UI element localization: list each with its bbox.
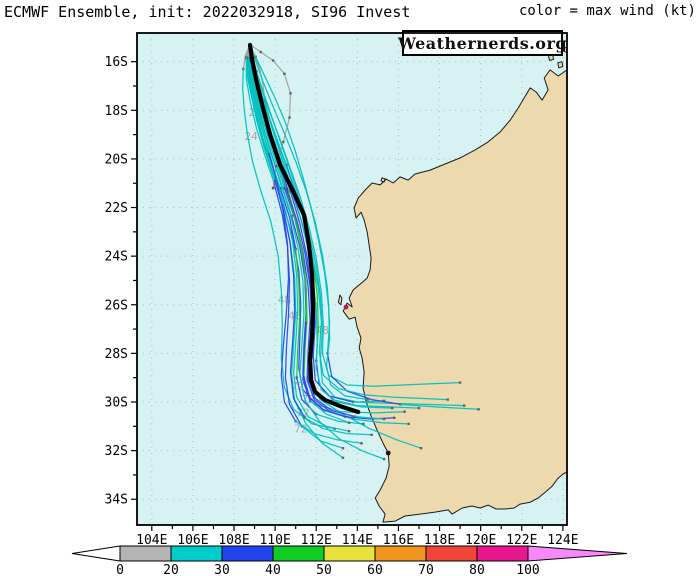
colorbar: 0 20 30 40 50 60 70 80 100 bbox=[71, 545, 628, 576]
colorbar-segment bbox=[476, 545, 529, 562]
colorbar-segment bbox=[119, 545, 172, 562]
colorbar-label: 70 bbox=[418, 563, 434, 576]
y-axis-label: 24S bbox=[105, 250, 128, 265]
map-frame: 24 24 48 48 48 72 72 72 72 bbox=[137, 33, 567, 525]
colorbar-label: 60 bbox=[367, 563, 383, 576]
y-axis-label: 16S bbox=[105, 55, 128, 70]
colorbar-label: 80 bbox=[469, 563, 485, 576]
track-point-marker bbox=[271, 186, 275, 190]
island bbox=[557, 61, 564, 69]
y-axis-label: 34S bbox=[105, 493, 128, 508]
track-point-marker bbox=[403, 410, 406, 413]
track-point-marker bbox=[458, 381, 462, 384]
y-axis-label: 30S bbox=[105, 396, 128, 411]
track-point-marker bbox=[288, 116, 291, 119]
track-point-marker bbox=[366, 398, 369, 401]
track-point-marker bbox=[347, 430, 351, 433]
colorbar-segment bbox=[221, 545, 274, 562]
track-point-marker bbox=[417, 406, 421, 410]
track-point-marker bbox=[463, 404, 466, 407]
city-marker bbox=[385, 450, 391, 456]
track-point-marker bbox=[347, 421, 351, 424]
colorbar-segment bbox=[374, 545, 427, 562]
colorbar-over-arrow bbox=[527, 545, 628, 562]
track-point-marker bbox=[341, 456, 345, 460]
track-point-marker bbox=[259, 50, 262, 54]
y-axis-label: 20S bbox=[105, 152, 128, 167]
colorbar-under-arrow bbox=[71, 545, 121, 562]
track-point-marker bbox=[407, 422, 410, 426]
track-point-marker bbox=[282, 140, 285, 144]
colorbar-label: 50 bbox=[316, 563, 332, 576]
track-point-marker bbox=[382, 417, 386, 421]
watermark-text: Weathernerds.org bbox=[397, 33, 568, 53]
y-axis-label: 32S bbox=[105, 444, 128, 459]
island bbox=[380, 177, 386, 183]
y-axis-label: 28S bbox=[105, 347, 128, 362]
colorbar-label: 40 bbox=[265, 563, 281, 576]
track-point-marker bbox=[391, 406, 394, 410]
colorbar-label: 0 bbox=[116, 563, 124, 576]
chart-title: ECMWF Ensemble, init: 2022032918, SI96 I… bbox=[4, 3, 411, 21]
y-axis-label: 18S bbox=[105, 104, 128, 119]
australia-landmass bbox=[342, 69, 567, 523]
track-point-marker bbox=[283, 72, 286, 75]
colorbar-label: 30 bbox=[214, 563, 230, 576]
track-point-marker bbox=[446, 398, 449, 401]
colorbar-segment bbox=[272, 545, 325, 562]
track-point-marker bbox=[419, 447, 423, 450]
track-point-marker bbox=[393, 416, 396, 419]
track-point-marker bbox=[360, 442, 363, 445]
track-point-marker bbox=[341, 447, 345, 450]
track-point-marker bbox=[382, 457, 386, 461]
colorbar-label: 100 bbox=[516, 563, 539, 576]
y-axis-label: 22S bbox=[105, 201, 128, 216]
colorbar-segment bbox=[170, 545, 223, 562]
city-marker bbox=[343, 304, 349, 310]
colorbar-segment bbox=[425, 545, 478, 562]
colorbar-segment bbox=[323, 545, 376, 562]
title-bar: ECMWF Ensemble, init: 2022032918, SI96 I… bbox=[4, 3, 696, 21]
track-point-marker bbox=[289, 92, 292, 95]
track-point-marker bbox=[271, 59, 275, 62]
watermark: Weathernerds.org bbox=[398, 30, 567, 56]
y-axis-label: 26S bbox=[105, 298, 128, 313]
track-point-marker bbox=[370, 433, 373, 436]
island bbox=[337, 294, 343, 306]
colorbar-label: 20 bbox=[163, 563, 179, 576]
colorbar-note: color = max wind (kt) bbox=[518, 3, 696, 19]
track-point-marker bbox=[275, 165, 278, 168]
track-point-marker bbox=[477, 408, 480, 411]
